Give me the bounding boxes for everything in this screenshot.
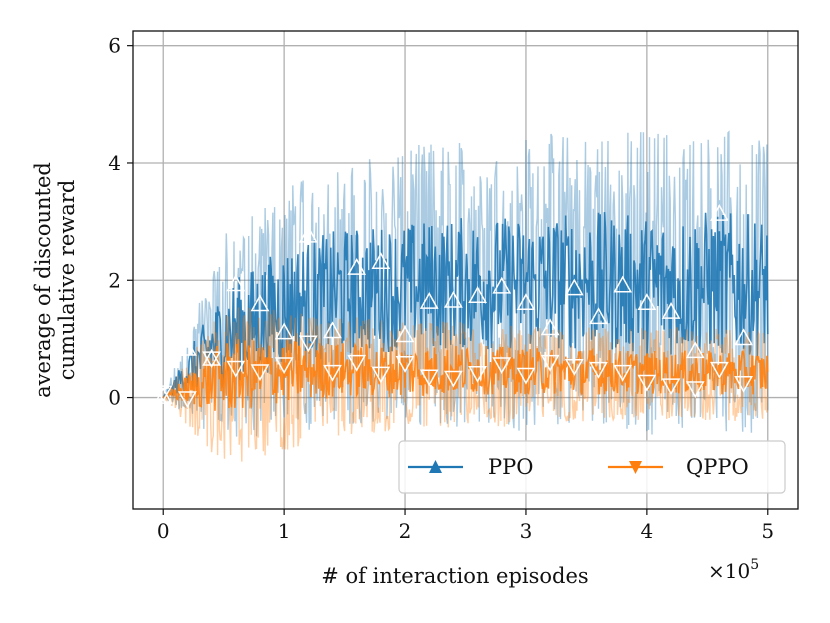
series-ppo-marker — [323, 321, 342, 339]
series-qppo-marker — [250, 364, 270, 382]
y-tick-label: 4 — [108, 151, 121, 175]
series-qppo-marker — [298, 335, 318, 353]
y-axis-label: average of discounted cumulative reward — [31, 162, 79, 398]
plot-frame — [132, 30, 799, 510]
series-qppo-marker — [540, 354, 560, 372]
series-ppo-marker — [710, 204, 729, 221]
x-tick-label: 2 — [399, 519, 412, 543]
series-qppo-marker — [734, 375, 753, 393]
series-ppo-marker — [734, 328, 753, 346]
series-ppo-marker — [395, 325, 415, 343]
series-ppo-marker — [685, 341, 705, 359]
legend-label-ppo: PPO — [488, 455, 533, 479]
legend-marker-ppo — [429, 460, 442, 473]
series-ppo-marker — [202, 348, 221, 366]
x-tick-label: 5 — [761, 519, 774, 543]
y-tick-label: 0 — [108, 386, 121, 410]
series-ppo-marker — [516, 293, 536, 311]
series-qppo-marker — [492, 357, 512, 375]
series-ppo-marker — [468, 286, 487, 304]
series-ppo-marker — [661, 301, 681, 319]
series-ppo-marker — [153, 387, 173, 404]
series-ppo-marker — [564, 278, 584, 296]
series-ppo-marker — [637, 293, 657, 311]
series-ppo-marker — [250, 294, 270, 312]
series-qppo-marker — [637, 374, 657, 392]
series-qppo-marker — [661, 378, 681, 396]
series-ppo-marker — [347, 257, 367, 275]
series-ppo-marker — [274, 322, 294, 340]
series-qppo-marker — [153, 385, 173, 403]
y-tick-label: 6 — [108, 34, 121, 58]
series-qppo-marker — [347, 354, 367, 372]
series-ppo-marker — [444, 290, 463, 308]
y-tick-label: 2 — [108, 268, 121, 292]
series-ppo-marker — [419, 292, 439, 309]
series-qppo-marker — [274, 357, 294, 375]
series-ppo-marker — [178, 338, 197, 356]
data-area — [153, 130, 769, 462]
y-axis-label-line2: cumulative reward — [55, 180, 79, 381]
series-qppo-outer-trace — [162, 307, 769, 462]
series-qppo-marker — [516, 367, 536, 385]
series-qppo-marker — [564, 358, 584, 376]
series-qppo-marker — [444, 370, 463, 388]
x-tick-label: 4 — [640, 519, 653, 543]
series-ppo-marker — [589, 307, 608, 325]
series-qppo-marker — [710, 361, 729, 379]
series-qppo-marker — [468, 366, 487, 383]
series-ppo-marker — [613, 275, 633, 293]
series-ppo-marker — [298, 225, 318, 243]
series-ppo-marker — [492, 276, 512, 294]
series-qppo-marker — [613, 364, 633, 382]
series-qppo-marker — [178, 391, 197, 409]
legend-label-qppo: QPPO — [686, 455, 749, 479]
ticks: 0 1 2 3 4 5 0 2 4 6 — [108, 34, 774, 543]
series-qppo-marker — [202, 351, 221, 369]
x-tick-label: 1 — [278, 519, 291, 543]
legend-marker-qppo — [629, 461, 642, 474]
series-ppo-marker — [540, 318, 560, 336]
series-ppo-marker — [226, 274, 246, 292]
legend: PPO QPPO — [398, 440, 786, 494]
series-qppo-marker — [685, 381, 705, 399]
series-qppo-marker — [395, 356, 415, 373]
series-qppo-marker — [589, 361, 608, 379]
legend-box — [398, 440, 786, 494]
series-ppo-core-trace — [162, 212, 769, 399]
x-axis-multiplier: ×105 — [708, 557, 759, 583]
series-qppo-marker — [323, 364, 342, 382]
series-qppo-marker — [371, 366, 391, 384]
x-tick-label: 3 — [520, 519, 533, 543]
y-axis-label-line1: average of discounted — [31, 162, 55, 398]
series-qppo-marker — [226, 360, 246, 378]
series-qppo-marker — [419, 369, 439, 387]
x-axis-label: # of interaction episodes — [321, 564, 588, 588]
x-tick-label: 0 — [157, 519, 170, 543]
series-ppo-marker — [371, 252, 391, 269]
